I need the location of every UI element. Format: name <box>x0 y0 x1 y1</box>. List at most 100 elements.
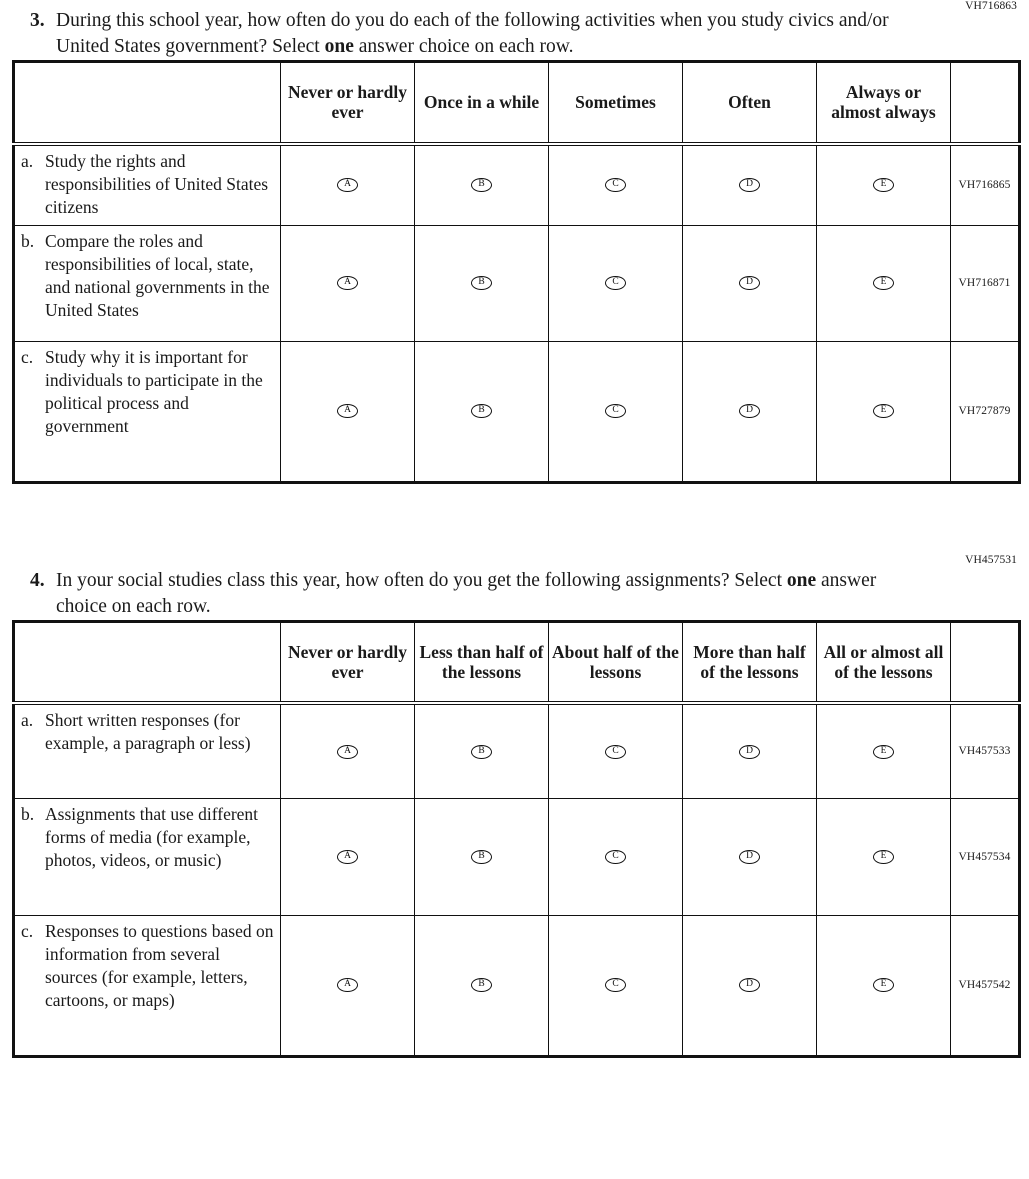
radio-cell-a-2[interactable]: B <box>414 143 549 225</box>
matrix-header-row: Never or hardly ever Less than half of t… <box>13 621 1020 705</box>
answer-bubble-d[interactable]: D <box>739 178 760 193</box>
answer-bubble-e[interactable]: E <box>873 178 894 193</box>
row-statement: a. Study the rights and responsibilities… <box>13 143 281 225</box>
question-stem: 3. During this school year, how often do… <box>0 8 1029 60</box>
answer-bubble-d[interactable]: D <box>739 404 760 419</box>
answer-bubble-a[interactable]: A <box>337 276 358 291</box>
radio-cell-a-1[interactable]: A <box>280 703 415 798</box>
radio-cell-c-1[interactable]: A <box>280 340 415 482</box>
radio-cell-b-5[interactable]: E <box>816 224 951 341</box>
table-row: c. Study why it is important for individ… <box>13 340 1020 482</box>
answer-bubble-c[interactable]: C <box>605 276 626 291</box>
radio-cell-c-1[interactable]: A <box>280 914 415 1056</box>
matrix-header-row: Never or hardly ever Once in a while Som… <box>13 61 1020 146</box>
answer-bubble-d[interactable]: D <box>739 276 760 291</box>
question-stem: 4. In your social studies class this yea… <box>0 568 1029 620</box>
radio-cell-b-4[interactable]: D <box>682 797 817 915</box>
question-number: 3. <box>30 10 45 31</box>
radio-cell-a-5[interactable]: E <box>816 703 951 798</box>
answer-bubble-d[interactable]: D <box>739 978 760 993</box>
answer-bubble-e[interactable]: E <box>873 849 894 864</box>
row-text: Assignments that use different forms of … <box>45 803 259 870</box>
table-row: b. Assignments that use different forms … <box>13 797 1020 915</box>
question-block-4: VH457531 4. In your social studies class… <box>0 554 1029 1058</box>
row-text: Compare the roles and responsibilities o… <box>45 230 270 320</box>
column-header-statement <box>13 61 281 146</box>
row-text: Short written responses (for example, a … <box>45 710 251 753</box>
column-header-option-3: Sometimes <box>548 61 683 146</box>
answer-bubble-b[interactable]: B <box>471 404 492 419</box>
row-statement: c. Study why it is important for individ… <box>13 340 281 482</box>
question-text-part: In your social studies class this year, … <box>56 569 787 591</box>
radio-cell-b-2[interactable]: B <box>414 797 549 915</box>
row-id-code: VH727879 <box>950 340 1020 482</box>
column-header-option-5: All or almost all of the lessons <box>816 621 951 705</box>
radio-cell-c-3[interactable]: C <box>548 914 683 1056</box>
answer-bubble-c[interactable]: C <box>605 978 626 993</box>
radio-cell-c-4[interactable]: D <box>682 914 817 1056</box>
radio-cell-c-2[interactable]: B <box>414 340 549 482</box>
answer-bubble-d[interactable]: D <box>739 744 760 759</box>
radio-cell-a-5[interactable]: E <box>816 143 951 225</box>
radio-cell-b-1[interactable]: A <box>280 224 415 341</box>
section-spacer <box>0 484 1029 568</box>
radio-cell-b-3[interactable]: C <box>548 797 683 915</box>
response-matrix-q4: Never or hardly ever Less than half of t… <box>12 619 1021 1058</box>
answer-bubble-d[interactable]: D <box>739 849 760 864</box>
row-text: Study the rights and responsibilities of… <box>45 150 269 217</box>
question-id-code: VH457531 <box>965 553 1017 566</box>
answer-bubble-b[interactable]: B <box>471 178 492 193</box>
column-header-option-4: More than half of the lessons <box>682 621 817 705</box>
column-header-statement <box>13 621 281 705</box>
row-letter: b. <box>21 230 35 251</box>
row-id-code: VH716871 <box>950 224 1020 341</box>
answer-bubble-e[interactable]: E <box>873 276 894 291</box>
answer-bubble-b[interactable]: B <box>471 744 492 759</box>
answer-bubble-c[interactable]: C <box>605 404 626 419</box>
answer-bubble-a[interactable]: A <box>337 978 358 993</box>
radio-cell-a-1[interactable]: A <box>280 143 415 225</box>
column-header-option-5: Always or almost always <box>816 61 951 146</box>
answer-bubble-e[interactable]: E <box>873 978 894 993</box>
radio-cell-a-3[interactable]: C <box>548 143 683 225</box>
answer-bubble-c[interactable]: C <box>605 178 626 193</box>
radio-cell-c-5[interactable]: E <box>816 914 951 1056</box>
radio-cell-c-5[interactable]: E <box>816 340 951 482</box>
answer-bubble-a[interactable]: A <box>337 404 358 419</box>
question-text-part: answer choice on each row. <box>353 36 574 57</box>
answer-bubble-e[interactable]: E <box>873 744 894 759</box>
table-row: b. Compare the roles and responsibilitie… <box>13 224 1020 341</box>
answer-bubble-b[interactable]: B <box>471 276 492 291</box>
answer-bubble-b[interactable]: B <box>471 849 492 864</box>
answer-bubble-e[interactable]: E <box>873 404 894 419</box>
radio-cell-c-3[interactable]: C <box>548 340 683 482</box>
row-id-code: VH457542 <box>950 914 1020 1056</box>
answer-bubble-c[interactable]: C <box>605 849 626 864</box>
radio-cell-b-1[interactable]: A <box>280 797 415 915</box>
row-id-code: VH716865 <box>950 143 1020 225</box>
row-letter: a. <box>21 710 34 730</box>
column-header-option-1: Never or hardly ever <box>280 61 415 146</box>
radio-cell-a-4[interactable]: D <box>682 703 817 798</box>
radio-cell-c-4[interactable]: D <box>682 340 817 482</box>
question-text-emphasis: one <box>324 36 354 57</box>
radio-cell-b-3[interactable]: C <box>548 224 683 341</box>
row-letter: a. <box>21 150 34 171</box>
radio-cell-c-2[interactable]: B <box>414 914 549 1056</box>
radio-cell-a-2[interactable]: B <box>414 703 549 798</box>
answer-bubble-a[interactable]: A <box>337 849 358 864</box>
question-text: During this school year, how often do yo… <box>56 8 904 60</box>
radio-cell-b-4[interactable]: D <box>682 224 817 341</box>
table-row: a. Short written responses (for example,… <box>13 703 1020 798</box>
radio-cell-a-4[interactable]: D <box>682 143 817 225</box>
row-letter: b. <box>21 803 35 824</box>
answer-bubble-a[interactable]: A <box>337 178 358 193</box>
radio-cell-a-3[interactable]: C <box>548 703 683 798</box>
radio-cell-b-5[interactable]: E <box>816 797 951 915</box>
question-text-emphasis: one <box>786 569 817 591</box>
radio-cell-b-2[interactable]: B <box>414 224 549 341</box>
answer-bubble-b[interactable]: B <box>471 978 492 993</box>
answer-bubble-c[interactable]: C <box>605 744 626 759</box>
question-text: In your social studies class this year, … <box>56 568 904 620</box>
answer-bubble-a[interactable]: A <box>337 744 358 759</box>
